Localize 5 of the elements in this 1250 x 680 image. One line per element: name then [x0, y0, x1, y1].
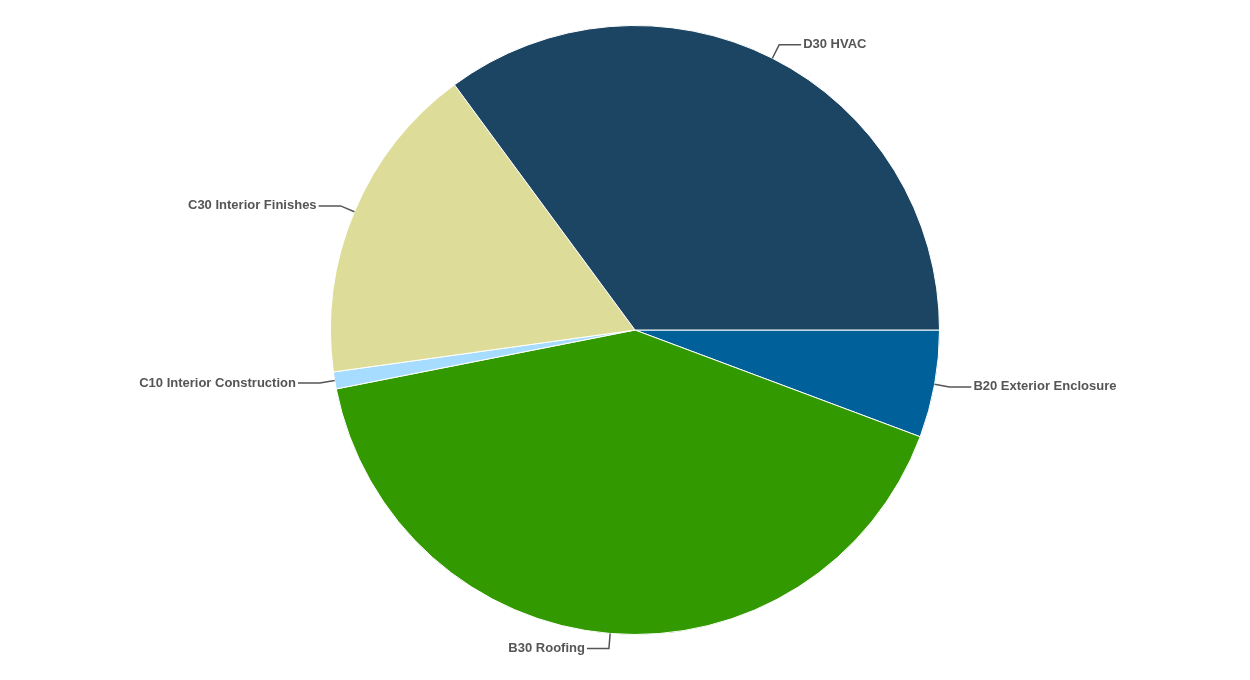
slice-label: D30 HVAC: [803, 36, 868, 52]
slice-label: B30 Roofing: [508, 640, 585, 656]
slice-label: B20 Exterior Enclosure: [973, 378, 1117, 394]
slice-label: C30 Interior Finishes: [188, 197, 317, 213]
slice-label: C10 Interior Construction: [139, 374, 296, 390]
